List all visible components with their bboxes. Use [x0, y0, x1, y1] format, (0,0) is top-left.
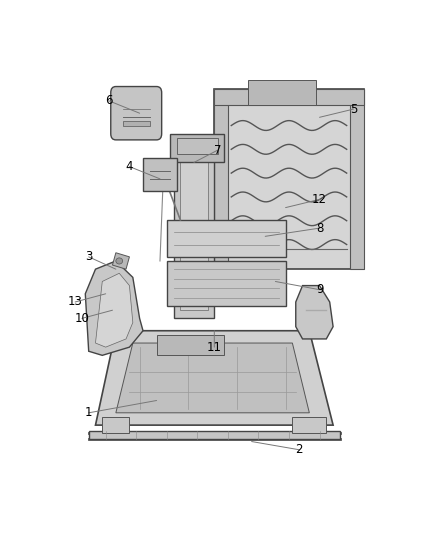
Polygon shape: [173, 146, 214, 318]
Text: 5: 5: [350, 103, 357, 116]
Polygon shape: [248, 80, 316, 105]
Text: 1: 1: [85, 406, 92, 419]
Polygon shape: [296, 286, 333, 339]
Polygon shape: [156, 335, 224, 356]
FancyBboxPatch shape: [111, 86, 162, 140]
Text: 12: 12: [312, 193, 327, 206]
Polygon shape: [102, 417, 130, 433]
Polygon shape: [116, 343, 309, 413]
Ellipse shape: [116, 258, 123, 264]
Polygon shape: [88, 431, 340, 440]
Polygon shape: [95, 330, 333, 425]
Polygon shape: [214, 88, 228, 269]
Polygon shape: [350, 88, 364, 269]
Polygon shape: [197, 269, 248, 290]
Text: 10: 10: [74, 312, 89, 325]
Polygon shape: [180, 154, 208, 310]
Polygon shape: [177, 138, 218, 154]
Polygon shape: [167, 261, 286, 306]
Polygon shape: [214, 88, 364, 269]
Text: 3: 3: [85, 251, 92, 263]
Polygon shape: [293, 417, 326, 433]
Text: 13: 13: [68, 295, 82, 309]
Text: 9: 9: [316, 283, 323, 296]
Text: 7: 7: [214, 144, 222, 157]
Polygon shape: [113, 253, 130, 269]
Text: 2: 2: [295, 443, 303, 456]
Polygon shape: [170, 134, 224, 163]
Polygon shape: [85, 261, 143, 356]
Text: 6: 6: [105, 94, 113, 107]
Text: 8: 8: [316, 222, 323, 235]
Polygon shape: [214, 88, 364, 105]
Polygon shape: [95, 273, 133, 347]
Text: 11: 11: [207, 341, 222, 353]
Text: 4: 4: [126, 160, 133, 173]
Polygon shape: [167, 220, 286, 257]
Polygon shape: [123, 122, 150, 126]
Polygon shape: [143, 158, 177, 191]
